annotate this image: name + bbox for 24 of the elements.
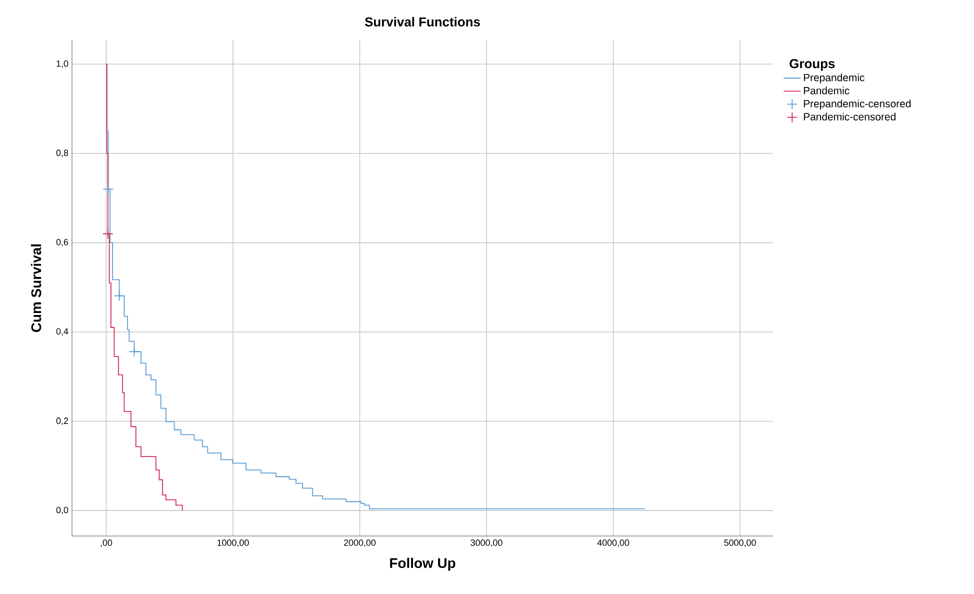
- point: [128, 346, 140, 358]
- y-tick-label: 0,8: [56, 150, 68, 158]
- legend-label: Pandemic: [804, 86, 850, 94]
- x-tick-label: 2000,00: [344, 540, 376, 547]
- y-tick-label: 0,6: [56, 238, 68, 246]
- y-tick-label: 0,2: [56, 418, 68, 425]
- y-tick-label: 1,0: [56, 60, 68, 68]
- point: [114, 290, 125, 302]
- x-tick-label: 5000,00: [724, 540, 756, 547]
- y-axis-title: Cum Survival: [30, 244, 42, 332]
- legend-title: Groups: [790, 59, 835, 71]
- x-tick-label: 3000,00: [470, 540, 502, 547]
- y-tick-label: 0,4: [56, 328, 68, 336]
- point: [102, 228, 114, 240]
- legend-label: Prepandemic-censored: [804, 100, 911, 110]
- legend-label: Pandemic-censored: [804, 112, 896, 120]
- x-tick-label: 1000,00: [217, 540, 249, 547]
- x-tick-label: 4000,00: [597, 540, 630, 547]
- chart-title: Survival Functions: [364, 16, 480, 26]
- point: [102, 184, 114, 195]
- x-tick-label: ,00: [100, 540, 112, 547]
- x-axis-title: Follow Up: [390, 558, 456, 571]
- legend-label: Prepandemic: [804, 74, 864, 84]
- y-tick-label: 0,0: [56, 506, 68, 514]
